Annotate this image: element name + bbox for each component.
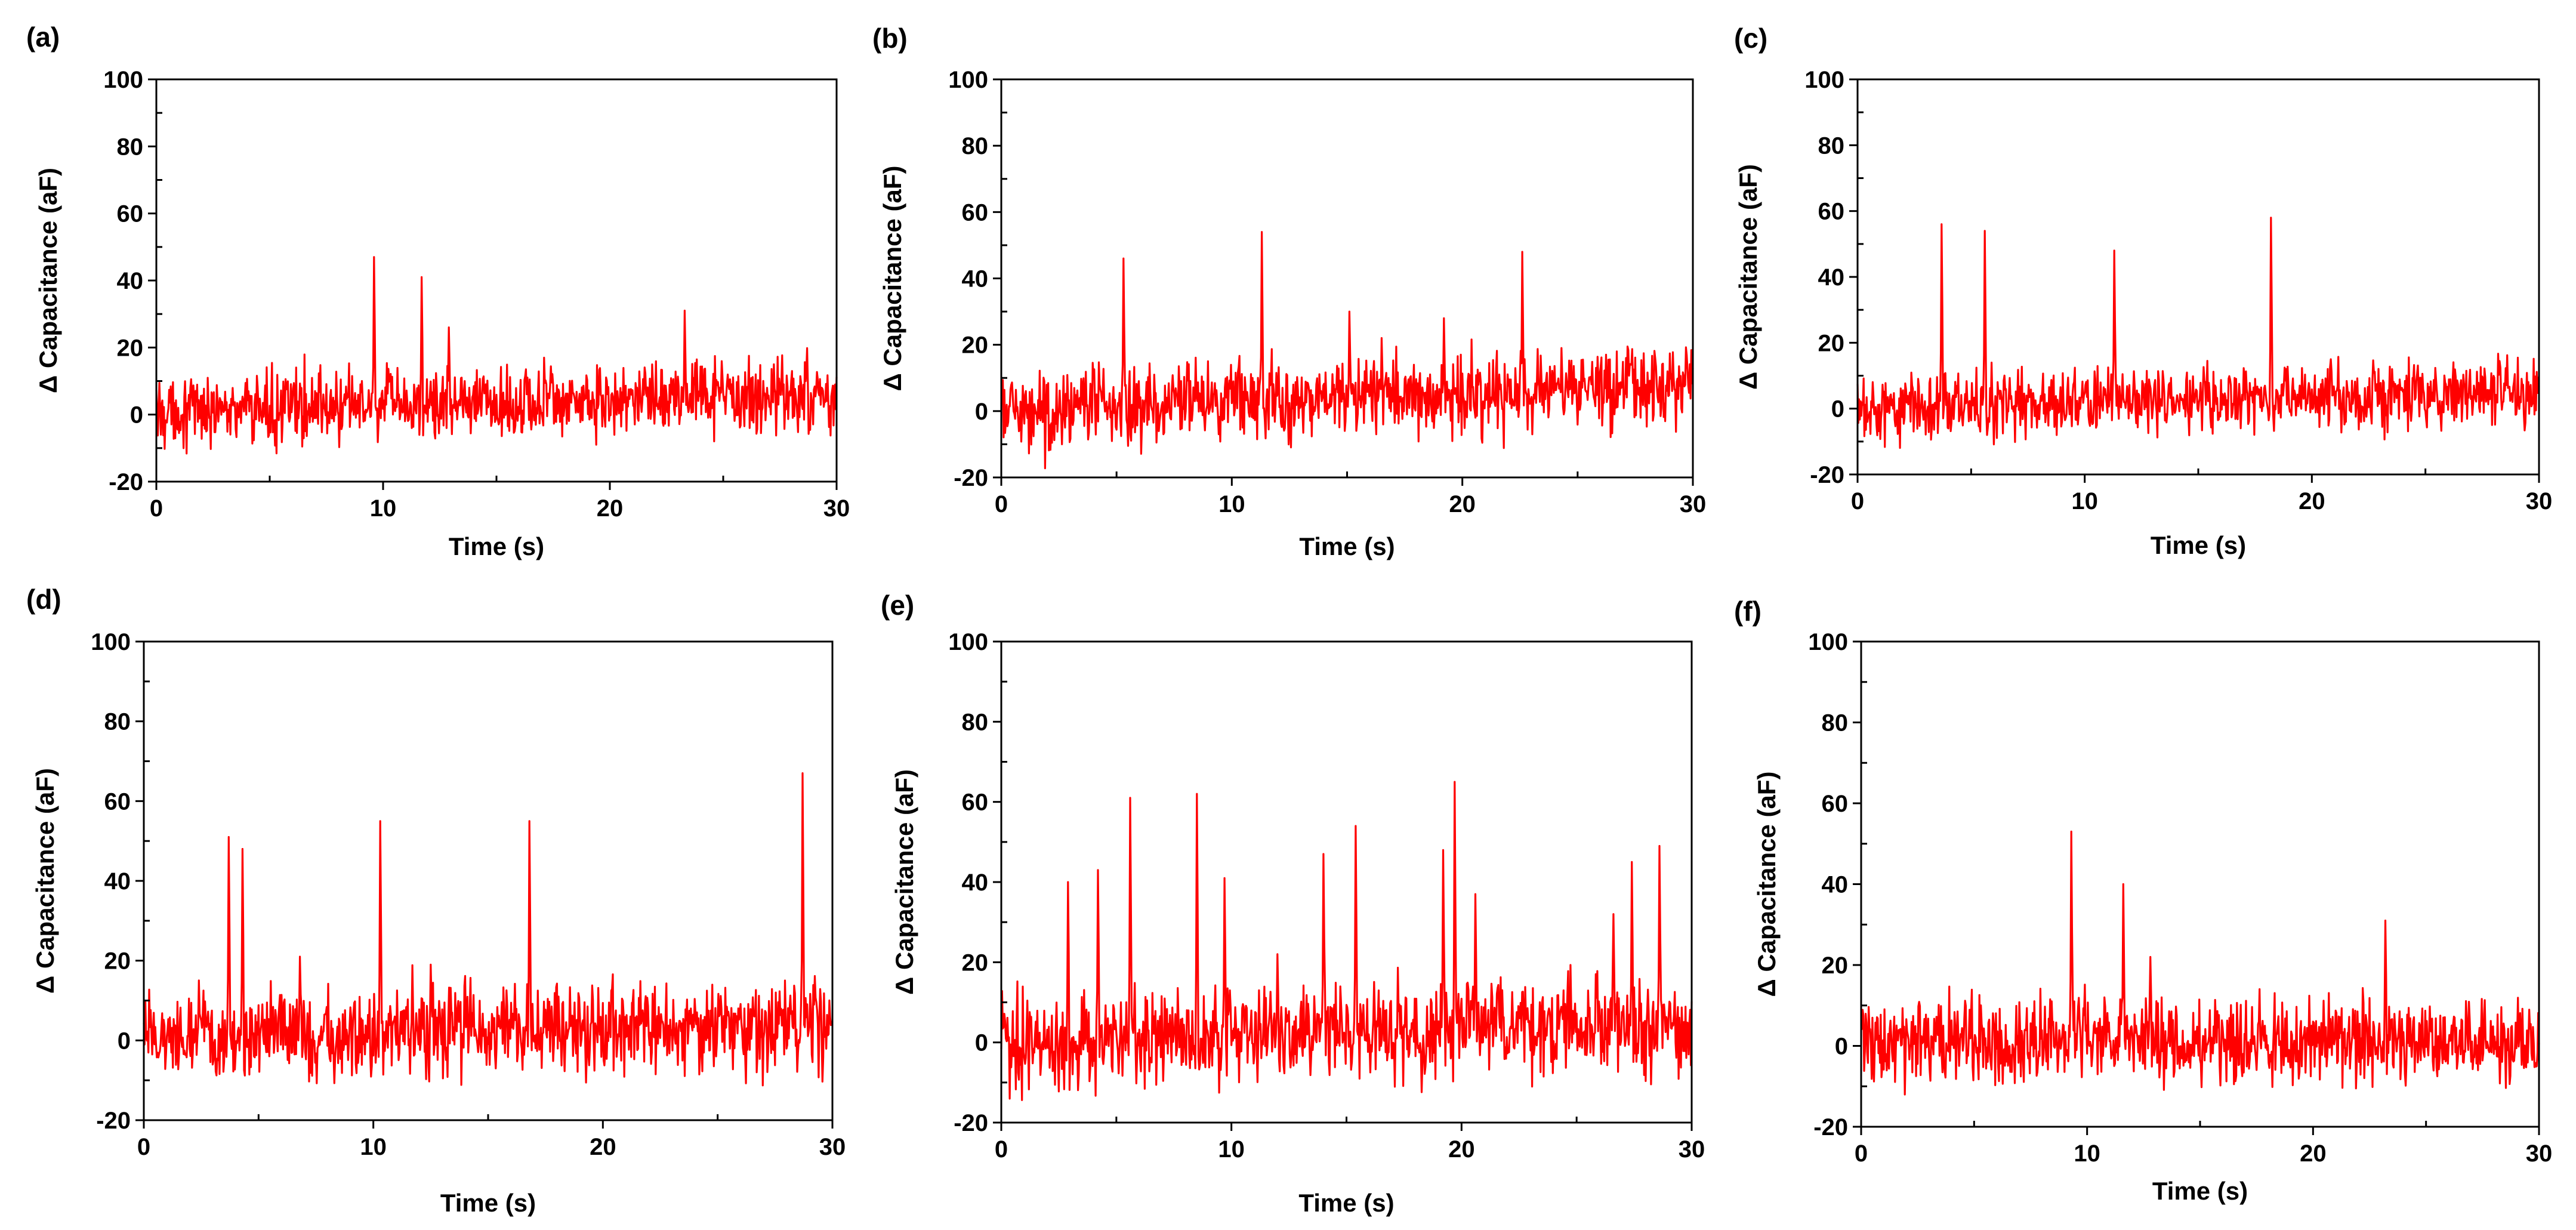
chart-panel-f: (f) -20 0 20 40 60 80 100 0 10 20 30 Time (s) Δ Capac… [1734, 596, 2552, 1205]
y-tick-label: 0 [130, 402, 143, 429]
x-axis-title: Time (s) [1299, 532, 1395, 560]
y-axis-title: Δ Capacitance (aF) [1734, 164, 1762, 390]
y-tick-label: 80 [962, 709, 989, 735]
y-tick-label: 40 [962, 266, 989, 292]
series-line [1000, 231, 1694, 470]
y-tick-label: 20 [104, 948, 131, 975]
series-line [143, 772, 834, 1087]
x-axis-title: Time (s) [2152, 1177, 2248, 1205]
x-tick-label: 20 [597, 495, 624, 522]
x-tick-label: 0 [137, 1134, 150, 1160]
x-axis-title: Time (s) [449, 532, 544, 560]
x-tick-label: 30 [2526, 1140, 2553, 1167]
panel-label: (a) [26, 21, 60, 53]
panel-label: (c) [1734, 23, 1767, 54]
y-tick-label: 60 [962, 790, 989, 816]
y-tick-label: -20 [96, 1108, 131, 1134]
y-tick-label: -20 [1810, 462, 1844, 488]
y-tick-label: 60 [1818, 199, 1845, 225]
y-tick-label: 20 [1818, 330, 1845, 356]
x-tick-label: 30 [823, 495, 850, 522]
y-tick-label: -20 [954, 1110, 988, 1136]
x-tick-label: 20 [590, 1134, 616, 1160]
series-line [1860, 830, 2540, 1096]
y-axis-title: Δ Capacitance (aF) [878, 166, 906, 391]
y-tick-label: 0 [1831, 396, 1844, 423]
y-tick-label: 100 [1804, 67, 1844, 93]
chart-panel-a: (a) -20 0 20 40 60 80 100 0 10 20 30 Time (s) Δ Capac… [26, 21, 850, 560]
x-tick-label: 20 [1449, 491, 1476, 517]
x-tick-label: 0 [995, 491, 1008, 517]
x-tick-label: 10 [1218, 491, 1245, 517]
y-tick-label: 0 [118, 1028, 131, 1054]
x-tick-label: 10 [360, 1134, 387, 1160]
y-tick-label: 40 [1818, 264, 1845, 291]
x-tick-label: 30 [819, 1134, 846, 1160]
x-tick-label: 0 [995, 1136, 1008, 1163]
y-tick-label: 100 [91, 629, 131, 655]
y-axis-title: Δ Capacitance (aF) [890, 769, 918, 995]
y-tick-label: 40 [1822, 872, 1849, 898]
y-tick-label: 20 [117, 335, 144, 361]
series-line [1000, 781, 1693, 1101]
panel-label: (e) [881, 590, 914, 621]
y-tick-label: -20 [109, 469, 143, 495]
y-tick-label: 40 [104, 868, 131, 895]
y-tick-label: -20 [1813, 1114, 1848, 1140]
series-line [1856, 217, 2540, 449]
x-tick-label: 30 [1679, 1136, 1705, 1163]
y-axis-title: Δ Capacitance (aF) [31, 768, 59, 994]
y-tick-label: 100 [103, 67, 143, 93]
y-tick-label: 20 [1822, 952, 1849, 979]
chart-panel-b: (b) -20 0 20 40 60 80 100 0 10 20 30 Time (s) Δ Capac… [872, 23, 1706, 560]
y-tick-label: 0 [1835, 1034, 1848, 1060]
x-tick-label: 20 [2299, 488, 2325, 514]
y-tick-label: 40 [117, 268, 144, 294]
y-tick-label: 20 [962, 332, 989, 359]
x-tick-label: 10 [370, 495, 397, 522]
y-tick-label: 80 [962, 133, 989, 159]
plot-frame [1000, 78, 1694, 479]
chart-panel-e: (e) -20 0 20 40 60 80 100 0 10 20 30 Time (s) Δ Capac… [881, 590, 1705, 1217]
x-axis-title: Time (s) [440, 1189, 536, 1217]
y-axis-title: Δ Capacitance (aF) [1753, 772, 1781, 997]
x-tick-label: 20 [2300, 1140, 2327, 1167]
y-tick-label: 60 [962, 199, 989, 226]
y-axis-title: Δ Capacitance (aF) [34, 168, 62, 393]
panel-label: (f) [1734, 596, 1761, 627]
y-tick-label: 100 [1808, 629, 1848, 655]
y-tick-label: 80 [1818, 132, 1845, 159]
y-tick-label: 80 [104, 709, 131, 735]
x-tick-label: 30 [1680, 491, 1707, 517]
y-tick-label: 60 [117, 201, 144, 227]
y-tick-label: 80 [117, 134, 144, 160]
y-tick-label: 0 [975, 399, 988, 425]
x-axis-title: Time (s) [2151, 531, 2246, 559]
y-tick-label: 40 [962, 870, 989, 896]
x-tick-label: 20 [1448, 1136, 1475, 1163]
x-tick-label: 10 [1218, 1136, 1245, 1163]
x-tick-label: 0 [1851, 488, 1864, 514]
y-tick-label: 100 [948, 67, 988, 93]
x-axis-title: Time (s) [1298, 1189, 1394, 1217]
x-tick-label: 10 [2071, 488, 2098, 514]
y-tick-label: 60 [104, 788, 131, 815]
x-tick-label: 10 [2074, 1140, 2100, 1167]
x-tick-label: 0 [150, 495, 163, 522]
panel-label: (b) [872, 23, 908, 54]
x-tick-label: 30 [2526, 488, 2553, 514]
x-tick-label: 0 [1855, 1140, 1868, 1167]
y-tick-label: 0 [975, 1030, 988, 1056]
y-tick-label: -20 [954, 465, 988, 491]
panel-label: (d) [26, 584, 61, 615]
chart-panel-c: (c) -20 0 20 40 60 80 100 0 10 20 30 Time (s) Δ Capac… [1734, 23, 2552, 559]
y-tick-label: 80 [1822, 710, 1849, 736]
y-tick-label: 100 [948, 629, 988, 655]
y-tick-label: 60 [1822, 791, 1849, 817]
series-line [155, 256, 838, 455]
y-tick-label: 20 [962, 950, 989, 976]
